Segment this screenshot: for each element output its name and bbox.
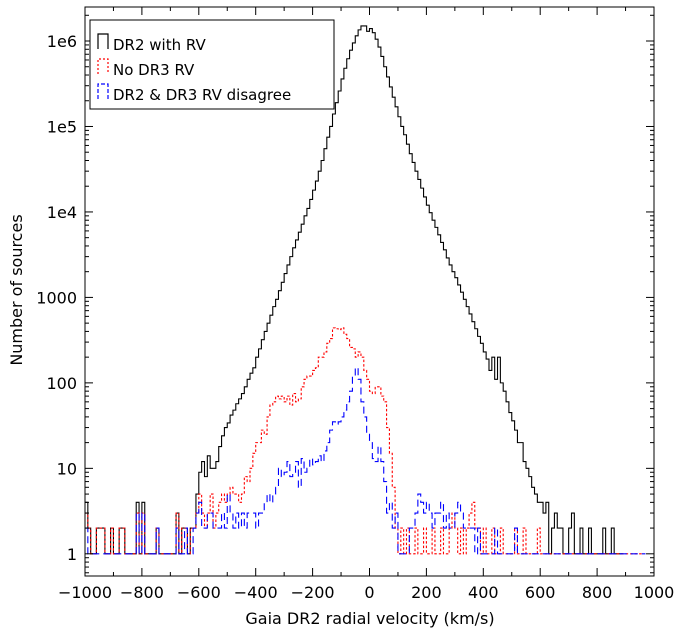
series-step-line-2 <box>85 367 646 555</box>
y-tick-label: 1e5 <box>47 117 77 136</box>
x-axis-title: Gaia DR2 radial velocity (km/s) <box>245 609 494 628</box>
x-tick-label: −800 <box>120 583 164 602</box>
legend-entry-2: DR2 & DR3 RV disagree <box>97 83 291 104</box>
y-tick-label: 1000 <box>36 288 77 307</box>
legend-symbol-dr2-with-rv <box>97 33 109 49</box>
x-tick-label: −400 <box>234 583 278 602</box>
x-tick-label: 600 <box>525 583 556 602</box>
y-axis: 1 10 100 1000 1e4 1e5 1e6 <box>36 14 654 574</box>
legend: DR2 with RV No DR3 RV DR2 & DR3 RV disag… <box>89 19 335 110</box>
series-layer <box>85 25 646 555</box>
y-tick-label: 10 <box>57 459 77 478</box>
series-step-line-1 <box>85 327 643 555</box>
x-tick-label: −200 <box>291 583 335 602</box>
legend-label-dr2-with-rv: DR2 with RV <box>113 36 206 54</box>
y-tick-label: 1e6 <box>47 32 77 51</box>
y-tick-label: 1 <box>67 545 77 564</box>
y-tick-label: 100 <box>46 374 77 393</box>
legend-entry-0: DR2 with RV <box>97 33 206 54</box>
y-axis-title: Number of sources <box>7 214 26 365</box>
legend-box <box>89 19 335 110</box>
x-tick-label: 1000 <box>634 583 675 602</box>
x-axis: −1000 −800 −600 −400 −200 0 200 400 600 800 1000 <box>58 7 674 602</box>
legend-symbol-no-dr3-rv <box>97 58 109 74</box>
legend-label-rv-disagree: DR2 & DR3 RV disagree <box>113 86 291 104</box>
legend-entry-1: No DR3 RV <box>97 58 195 79</box>
x-tick-label: −1000 <box>58 583 112 602</box>
x-tick-label: −600 <box>177 583 221 602</box>
legend-symbol-rv-disagree <box>97 83 109 99</box>
x-tick-label: 400 <box>468 583 499 602</box>
y-tick-label: 1e4 <box>47 203 77 222</box>
x-tick-label: 800 <box>582 583 613 602</box>
x-tick-label: 0 <box>364 583 374 602</box>
x-tick-label: 200 <box>411 583 442 602</box>
legend-label-no-dr3-rv: No DR3 RV <box>113 61 195 79</box>
